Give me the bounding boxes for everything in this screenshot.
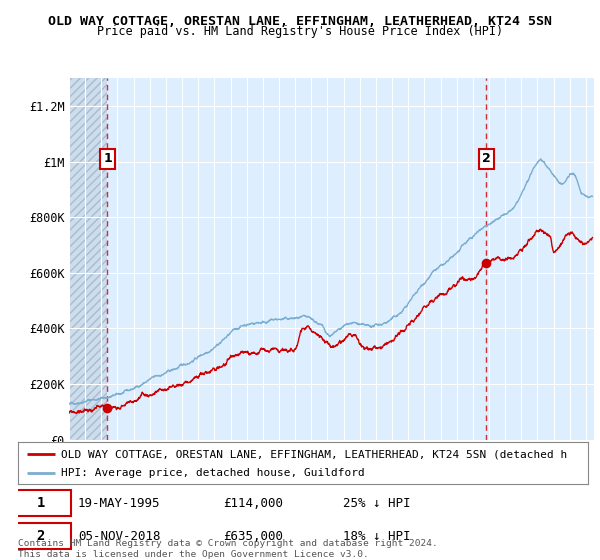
Text: 1: 1 [37,496,45,510]
FancyBboxPatch shape [11,491,71,516]
Bar [69,78,107,440]
Text: 25% ↓ HPI: 25% ↓ HPI [343,497,410,510]
Text: OLD WAY COTTAGE, ORESTAN LANE, EFFINGHAM, LEATHERHEAD, KT24 5SN: OLD WAY COTTAGE, ORESTAN LANE, EFFINGHAM… [48,15,552,28]
Text: £114,000: £114,000 [223,497,283,510]
Text: Price paid vs. HM Land Registry's House Price Index (HPI): Price paid vs. HM Land Registry's House … [97,25,503,38]
Text: 05-NOV-2018: 05-NOV-2018 [78,530,160,543]
Text: OLD WAY COTTAGE, ORESTAN LANE, EFFINGHAM, LEATHERHEAD, KT24 5SN (detached h: OLD WAY COTTAGE, ORESTAN LANE, EFFINGHAM… [61,449,567,459]
Text: 18% ↓ HPI: 18% ↓ HPI [343,530,410,543]
Text: 2: 2 [37,529,45,543]
Text: £635,000: £635,000 [223,530,283,543]
Text: 2: 2 [482,152,491,165]
Text: 1: 1 [103,152,112,165]
FancyBboxPatch shape [11,524,71,549]
Text: 19-MAY-1995: 19-MAY-1995 [78,497,160,510]
Text: Contains HM Land Registry data © Crown copyright and database right 2024.
This d: Contains HM Land Registry data © Crown c… [18,539,438,559]
Text: HPI: Average price, detached house, Guildford: HPI: Average price, detached house, Guil… [61,468,365,478]
